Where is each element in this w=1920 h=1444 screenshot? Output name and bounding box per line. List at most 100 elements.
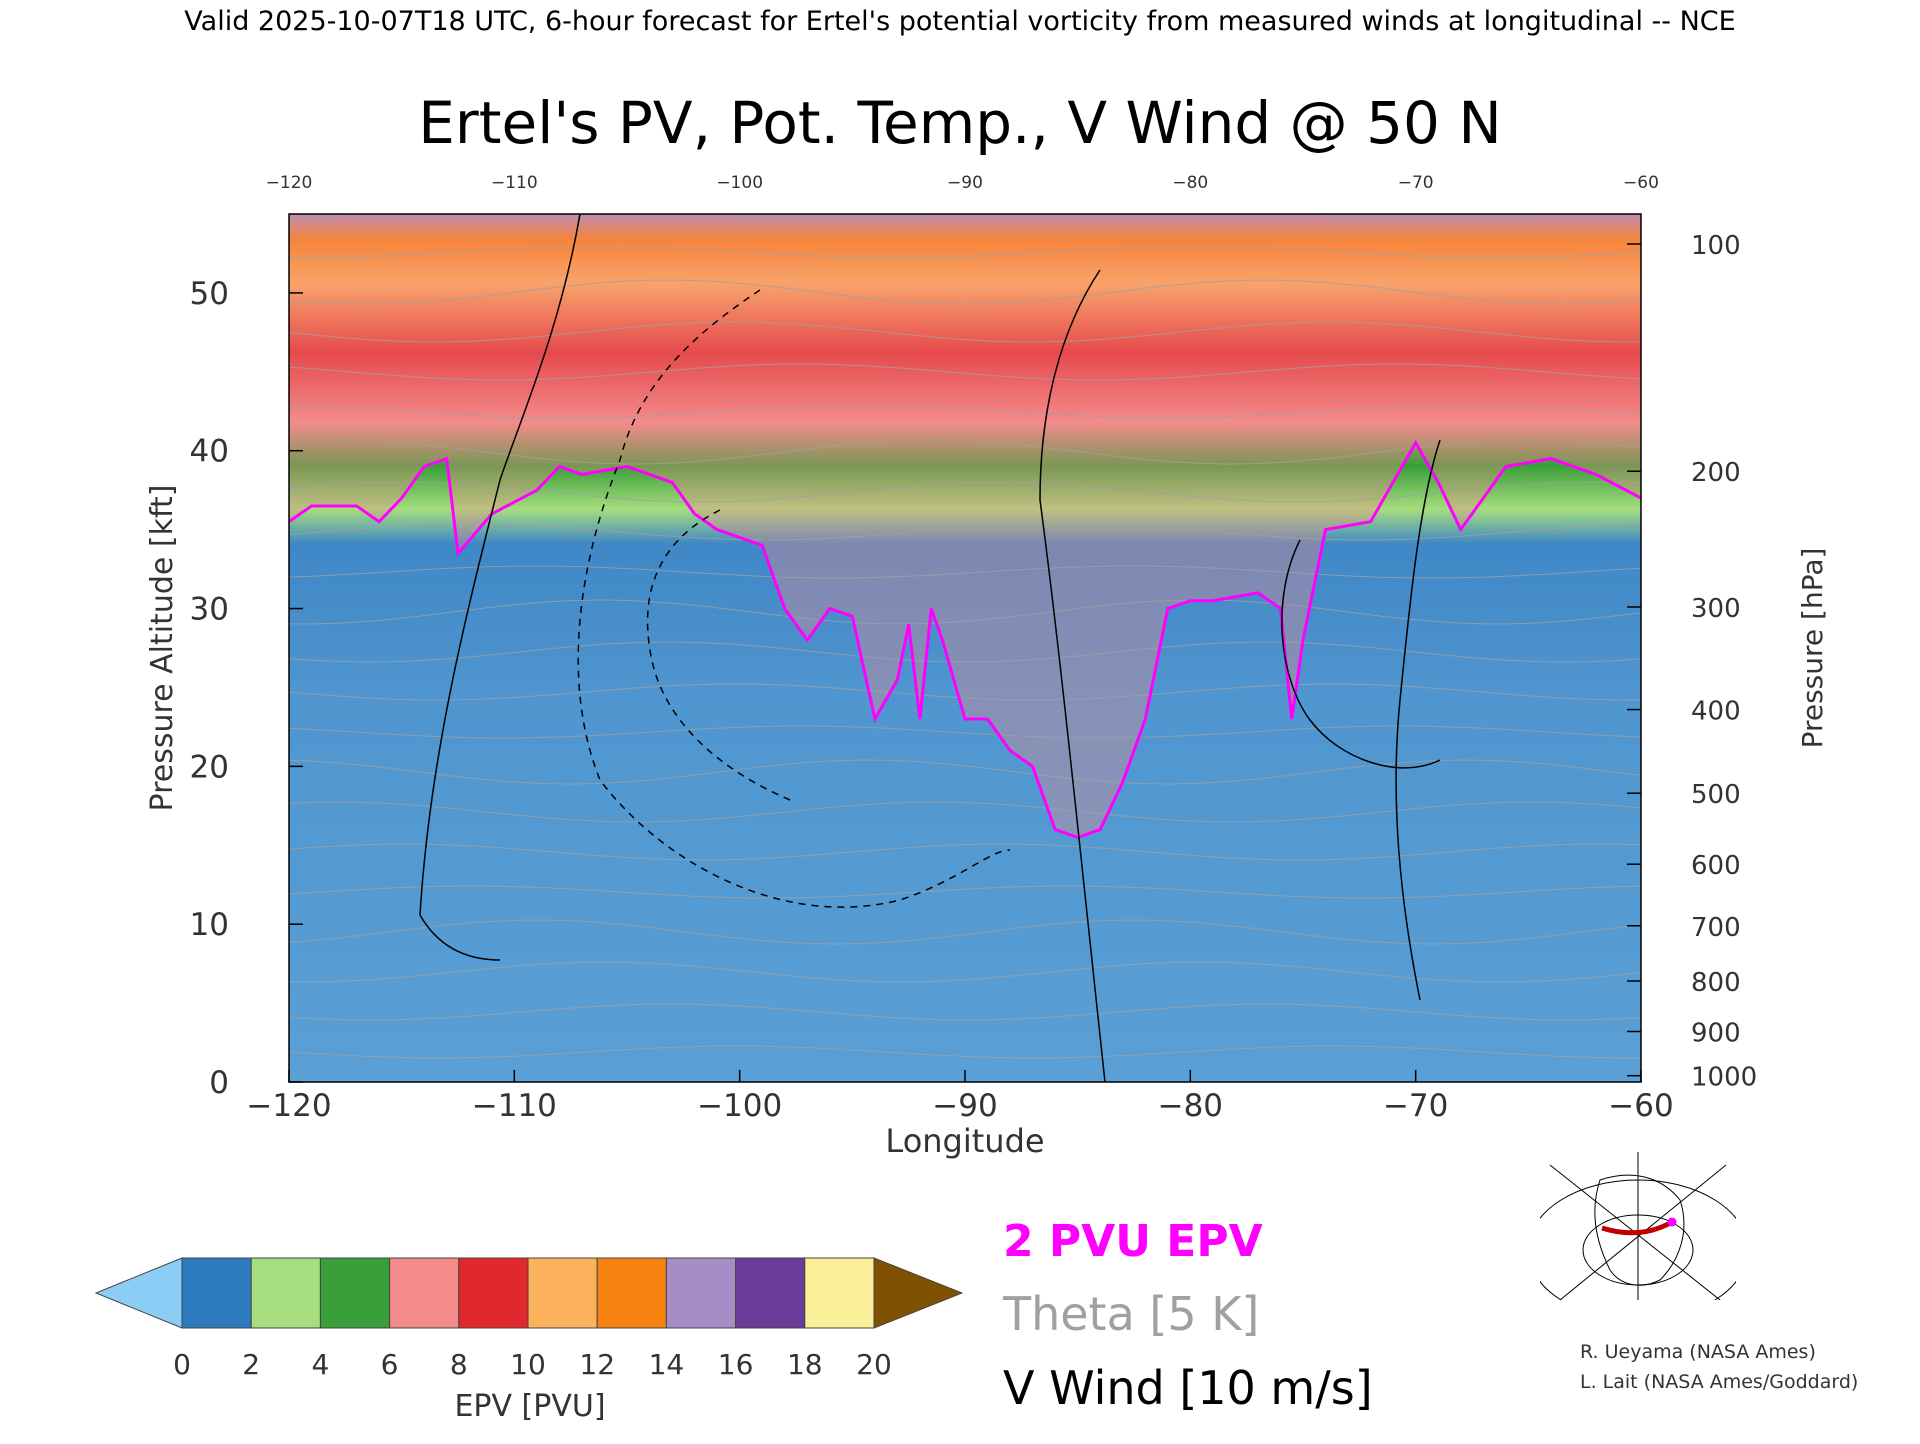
v-wind-contour: [419, 214, 581, 961]
x-axis-top: −120 −110 −100 −90 −80 −70 −60: [266, 173, 1659, 193]
colorbar-cell: [665, 1257, 737, 1329]
theta-line: [289, 481, 1641, 503]
colorbar-cell: [250, 1257, 321, 1329]
colorbar-tick-label: 4: [311, 1348, 329, 1381]
colorbar-cell: [319, 1257, 391, 1329]
theta-line: [289, 1003, 1641, 1021]
x-tick-label: −70: [1383, 1088, 1448, 1124]
colorbar-cell: [596, 1257, 667, 1329]
theta-line: [289, 439, 1641, 465]
pressure-tick-label: 1000: [1691, 1063, 1757, 1093]
plot-area: [289, 214, 1641, 1082]
locator-map: [1540, 1152, 1736, 1300]
theta-line: [289, 801, 1641, 823]
theta-line: [289, 641, 1641, 663]
legend: 2 PVU EPV Theta [5 K] V Wind [10 m/s]: [1002, 1216, 1373, 1415]
pressure-tick-label: 700: [1691, 913, 1741, 943]
pressure-tick-label: 600: [1691, 851, 1741, 881]
y-tick-label: 30: [190, 592, 229, 628]
pv-stratosphere-fill: [289, 214, 1641, 838]
x-top-tick-label: −120: [266, 173, 313, 193]
theta-contours: [289, 214, 1641, 1059]
x-top-tick-label: −60: [1623, 173, 1659, 193]
colorbar-under-arrow: [94, 1257, 183, 1329]
legend-wind: V Wind [10 m/s]: [1003, 1361, 1373, 1415]
colorbar: 0 2 4 6 8 10 12 14 16 18 20 EPV [PVU]: [94, 1257, 964, 1424]
v-wind-contour: [577, 289, 1011, 908]
theta-line: [289, 759, 1641, 785]
colorbar-cell: [389, 1257, 460, 1329]
theta-line: [289, 843, 1641, 861]
colorbar-label: EPV [PVU]: [454, 1389, 605, 1424]
theta-line: [289, 214, 1561, 221]
x-top-tick-label: −90: [947, 173, 983, 193]
y-tick-label: 20: [190, 749, 229, 785]
legend-pv: 2 PVU EPV: [1003, 1216, 1263, 1267]
colorbar-tick-label: 12: [579, 1348, 615, 1381]
colorbar-cell: [804, 1257, 875, 1329]
header-text: Valid 2025-10-07T18 UTC, 6-hour forecast…: [184, 6, 1735, 37]
colorbar-tick-label: 14: [649, 1348, 685, 1381]
theta-line: [289, 683, 1641, 701]
pressure-tick-label: 300: [1691, 594, 1741, 624]
x-axis-bottom: −120 −110 −100 −90 −80 −70 −60: [246, 1070, 1674, 1124]
x-top-tick-label: −70: [1398, 173, 1434, 193]
colorbar-over-arrow: [873, 1257, 964, 1329]
x-top-tick-label: −80: [1172, 173, 1208, 193]
x-top-tick-label: −110: [491, 173, 538, 193]
y-tick-label: 10: [190, 907, 229, 943]
colorbar-tick-label: 20: [856, 1348, 892, 1381]
x-tick-label: −110: [472, 1088, 557, 1124]
theta-line: [289, 523, 1641, 541]
section-line: [1601, 1219, 1674, 1236]
v-wind-contour: [1039, 269, 1106, 1082]
y-axis-right-pressure: 100 200 300 400 500 600 700 800 900 1000: [1627, 231, 1757, 1093]
theta-line: [289, 885, 1641, 899]
v-wind-contour: [1395, 439, 1441, 1001]
credit-line-2: L. Lait (NASA Ames/Goddard): [1580, 1371, 1858, 1393]
theta-line: [289, 1045, 1641, 1059]
y-axis-label-left: Pressure Altitude [kft]: [145, 485, 180, 812]
pressure-tick-label: 100: [1691, 231, 1741, 261]
credit-line-1: R. Ueyama (NASA Ames): [1580, 1341, 1816, 1363]
v-wind-contour: [1281, 539, 1441, 769]
theta-line: [289, 919, 1641, 945]
legend-theta: Theta [5 K]: [1002, 1287, 1259, 1341]
colorbar-tick-label: 10: [510, 1348, 546, 1381]
colorbar-tick-label: 18: [787, 1348, 823, 1381]
colorbar-tick-label: 16: [718, 1348, 754, 1381]
theta-line: [289, 245, 1641, 259]
pressure-tick-label: 400: [1691, 697, 1741, 727]
theta-line: [289, 599, 1641, 625]
theta-line: [289, 725, 1641, 739]
theta-line: [289, 363, 1641, 381]
y-tick-label: 50: [190, 276, 229, 312]
colorbar-tick-label: 2: [242, 1348, 260, 1381]
colorbar-tick-label: 0: [173, 1348, 191, 1381]
x-tick-label: −100: [697, 1088, 782, 1124]
x-tick-label: −80: [1158, 1088, 1223, 1124]
theta-line: [289, 565, 1641, 579]
x-axis-label: Longitude: [885, 1122, 1044, 1160]
pv-field: [289, 214, 1641, 1082]
y-tick-label: 40: [190, 434, 229, 470]
x-tick-label: −60: [1608, 1088, 1673, 1124]
colorbar-tick-label: 8: [450, 1348, 468, 1381]
x-tick-label: −90: [932, 1088, 997, 1124]
y-tick-label: 0: [209, 1065, 229, 1101]
colorbar-cell: [735, 1257, 806, 1329]
theta-line: [289, 321, 1641, 343]
colorbar-cell: [181, 1257, 252, 1329]
theta-line: [289, 279, 1641, 305]
colorbar-tick-label: 6: [381, 1348, 399, 1381]
pressure-tick-label: 900: [1691, 1018, 1741, 1048]
x-tick-label: −120: [246, 1088, 331, 1124]
pressure-tick-label: 800: [1691, 968, 1741, 998]
v-wind-contour: [646, 509, 791, 801]
colorbar-cell: [527, 1257, 598, 1329]
pressure-tick-label: 200: [1691, 458, 1741, 488]
theta-line: [289, 405, 1641, 419]
chart-title: Ertel's PV, Pot. Temp., V Wind @ 50 N: [418, 89, 1501, 157]
pressure-tick-label: 500: [1691, 780, 1741, 810]
